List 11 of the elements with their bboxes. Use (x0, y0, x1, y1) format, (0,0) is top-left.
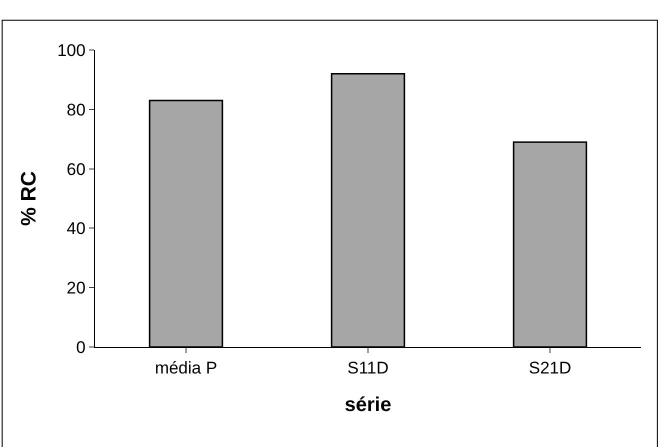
x-tick-label: média P (154, 358, 218, 378)
y-tick-label: 40 (66, 219, 86, 238)
y-tick-label: 0 (76, 338, 86, 357)
y-axis-title: % RC (17, 171, 40, 226)
x-tick-label: S11D (347, 358, 389, 378)
x-axis-title: série (344, 394, 392, 416)
x-tick-label: S21D (528, 358, 572, 378)
y-tick-label: 80 (66, 100, 86, 120)
y-tick-label: 20 (66, 278, 86, 298)
y-tick-label: 100 (57, 40, 86, 60)
y-tick-label: 60 (66, 160, 86, 179)
